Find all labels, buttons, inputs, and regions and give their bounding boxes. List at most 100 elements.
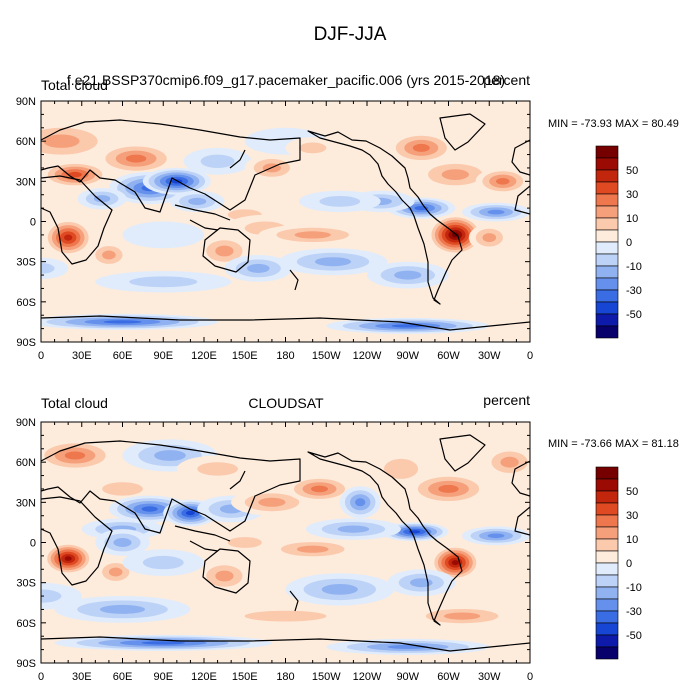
field-contour (113, 538, 132, 547)
colorbar-segment (595, 229, 619, 243)
x-tick-label: 150E (232, 350, 258, 362)
field-contour (294, 231, 331, 239)
colorbar-segment (595, 574, 619, 588)
field-contour (64, 451, 86, 460)
field-contour (451, 232, 459, 238)
colorbar-label: 0 (626, 237, 632, 249)
y-tick-labels-top: 90N 60N 30N 0 30S 60S 90S (16, 96, 36, 349)
coastline-new-zealand (289, 269, 299, 291)
colorbar-segment (595, 646, 619, 660)
field-contour (311, 485, 328, 493)
colorbar-segment (595, 586, 619, 600)
y-tick-label: 0 (30, 538, 36, 550)
field-contour (444, 612, 481, 620)
coastline-americas (307, 451, 463, 626)
colorbar-segment (595, 253, 619, 267)
x-tick-label: 90W (396, 350, 419, 362)
coastline-japan (229, 149, 246, 169)
x-tick-label: 0 (527, 671, 533, 683)
coastline-antarctica (41, 636, 530, 652)
colorbar-segment (595, 313, 619, 327)
colorbar-segment (595, 217, 619, 231)
field-contour (41, 589, 62, 603)
colorbar-segment (595, 550, 619, 564)
coastline-australia (202, 548, 251, 594)
x-tick-label: 60W (437, 671, 460, 683)
y-tick-label: 90N (16, 417, 36, 429)
colorbar-labels-bottom: 50 30 10 0 -10 -30 -50 (626, 486, 642, 642)
field-contour (451, 560, 459, 566)
x-tick-label: 30E (72, 671, 92, 683)
panel-center-title: f.e21.BSSP370cmip6.f09_g17.pacemaker_pac… (67, 72, 505, 88)
coastline-eurasia (41, 119, 301, 213)
x-tick-label: 120W (353, 350, 382, 362)
panel-left-title: Total cloud (41, 395, 108, 411)
field-contour (141, 641, 185, 645)
x-tick-label: 0 (527, 350, 533, 362)
x-tick-label: 180 (276, 350, 294, 362)
colorbar-label: 0 (626, 558, 632, 570)
field-contour (154, 450, 186, 461)
field-contour (314, 257, 352, 267)
colorbar-segment (595, 634, 619, 648)
x-tick-label: 30W (478, 671, 501, 683)
field-contour (64, 556, 72, 561)
y-tick-label: 60N (16, 457, 36, 469)
field-contour (99, 604, 146, 614)
y-tick-label: 30S (16, 578, 36, 590)
colorbar-bottom (595, 466, 619, 660)
colorbar-segment (595, 526, 619, 540)
min-max-label: MIN = -73.93 MAX = 80.49 (548, 118, 679, 130)
colorbar-labels-top: 50 30 10 0 -10 -30 -50 (626, 165, 642, 321)
colorbar-segment (595, 538, 619, 552)
x-tick-label: 60W (437, 350, 460, 362)
y-tick-label: 60S (16, 297, 36, 309)
field-contour (125, 154, 147, 163)
field-contour (299, 142, 327, 154)
field-contour (355, 498, 366, 507)
coastline-europe-west (511, 460, 530, 497)
coastline-africa-west (514, 185, 530, 215)
field-contour (246, 263, 270, 273)
colorbar-segment (595, 145, 619, 159)
x-tick-label: 90E (153, 350, 173, 362)
x-tick-label: 60E (113, 350, 133, 362)
colorbar-label: 30 (626, 189, 638, 201)
field-contour (244, 610, 327, 622)
y-tick-label: 30N (16, 497, 36, 509)
field-contour (141, 506, 158, 512)
field-contour (296, 545, 329, 553)
panel-top: 90N 60N 30N 0 30S 60S 90S 0 30E 60E 90E 120E 150E 18… (16, 72, 679, 362)
field-contour (93, 195, 111, 203)
colorbar-segment (595, 289, 619, 303)
x-tick-label: 30E (72, 350, 92, 362)
x-tick-labels-bottom: 0 30E 60E 90E 120E 150E 180 150W 120W 90W 60W 30W 0 (38, 671, 533, 683)
panel-right-title: percent (483, 72, 530, 88)
field-contour (496, 178, 510, 185)
figure-title: DJF-JJA (314, 24, 387, 45)
field-contour (197, 462, 239, 476)
colorbar-label: -30 (626, 285, 642, 297)
panel-left-title: Total cloud (41, 77, 108, 93)
field-contour (188, 197, 207, 205)
colorbar-segment (595, 490, 619, 504)
coastline-americas (307, 130, 463, 305)
field-contour (487, 533, 505, 539)
y-tick-label: 60S (16, 618, 36, 630)
colorbar-segment (595, 466, 619, 480)
field-contour (258, 497, 286, 507)
field-contour (204, 284, 367, 306)
x-tick-label: 150W (312, 350, 341, 362)
field-contour (129, 276, 198, 288)
colorbar-label: -50 (626, 309, 642, 321)
colorbar-segment (595, 169, 619, 183)
y-tick-label: 0 (30, 217, 36, 229)
x-tick-label: 120W (353, 671, 382, 683)
colorbar-segment (595, 181, 619, 195)
field-contour (215, 245, 234, 257)
field-contour (500, 456, 519, 468)
coastline-australia (202, 227, 251, 273)
coastline-europe-west (511, 139, 530, 176)
colorbar-segment (595, 301, 619, 315)
coastline-new-zealand (289, 590, 299, 612)
